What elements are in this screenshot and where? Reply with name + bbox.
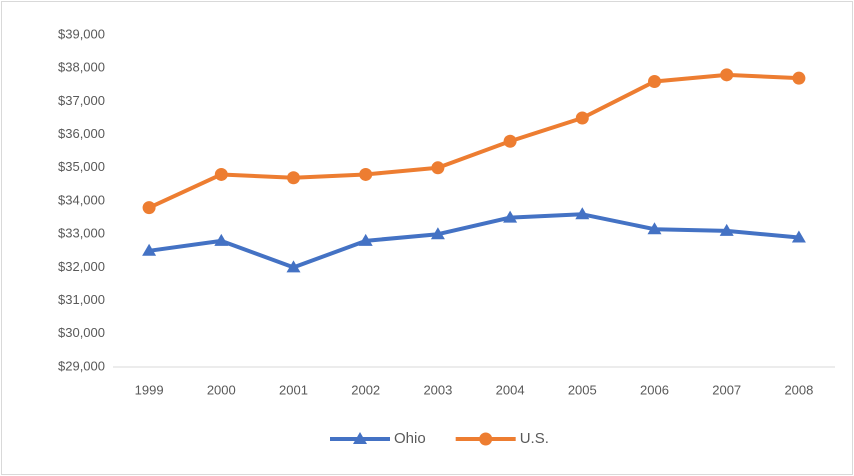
x-tick-label: 2003 [423,382,452,397]
y-tick-label: $30,000 [58,325,105,340]
x-tick-label: 2002 [351,382,380,397]
y-tick-label: $37,000 [58,93,105,108]
marker [214,167,228,181]
y-tick-label: $33,000 [58,226,105,241]
legend-label: Ohio [394,430,426,447]
marker [431,161,445,175]
marker [503,210,518,223]
x-tick-label: 2000 [207,382,236,397]
x-tick-label: 1999 [135,382,164,397]
marker [648,74,661,88]
series-line [148,212,800,270]
x-tick-label: 2004 [496,382,525,397]
marker [214,233,229,246]
legend-label: U.S. [520,430,549,447]
y-tick-label: $32,000 [58,259,105,274]
marker [792,71,806,85]
series-line [148,72,799,210]
marker [353,432,367,444]
marker [479,432,493,446]
marker [575,111,589,125]
y-tick-label: $34,000 [58,192,105,207]
y-tick-label: $29,000 [58,358,105,373]
marker [142,243,157,256]
marker [720,68,734,82]
marker [142,201,156,215]
marker [359,167,373,181]
x-tick-label: 2001 [279,382,308,397]
y-tick-label: $38,000 [58,60,105,75]
marker [791,230,806,243]
x-tick-label: 2007 [712,382,741,397]
marker [647,222,662,235]
marker [286,260,301,273]
y-tick-label: $39,000 [58,26,105,41]
y-tick-label: $36,000 [58,126,105,141]
marker [358,233,373,246]
x-tick-label: 2006 [640,382,669,397]
x-tick-label: 2005 [568,382,597,397]
y-tick-label: $31,000 [58,292,105,307]
marker [503,134,517,148]
marker [575,207,590,220]
marker [287,171,300,185]
marker [719,223,734,236]
y-tick-label: $35,000 [58,159,105,174]
x-tick-label: 2008 [784,382,813,397]
marker [430,227,445,240]
